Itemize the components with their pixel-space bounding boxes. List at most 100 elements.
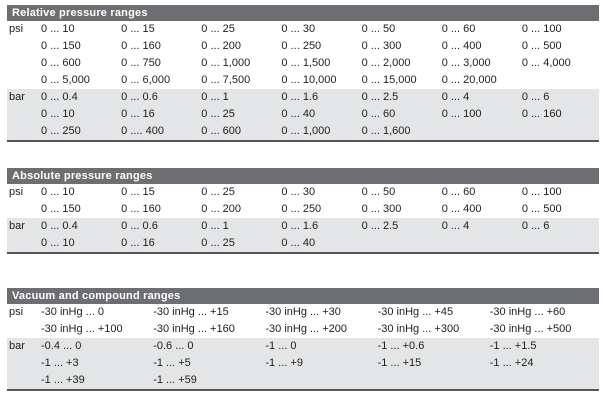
unit-label: psi xyxy=(9,23,24,35)
range-cell: 0 ... 1 xyxy=(198,89,279,106)
range-row: -30 inHg ... +100 -30 inHg ... +160 -30 in… xyxy=(7,321,599,338)
range-cell: 0 ... 7,500 xyxy=(201,74,251,86)
range-row: 0 ... 250 0 .... 400 0 ... 600 0 ... 1,000 0… xyxy=(7,123,599,140)
range-cell: 0 ... 10 xyxy=(41,186,75,198)
range-cell: 0 ... 6 xyxy=(518,218,599,235)
range-cell: -1 ... +9 xyxy=(262,355,375,372)
range-row: 0 ... 150 0 ... 160 0 ... 200 0 ... 250 0 ..… xyxy=(7,201,599,218)
relative-pressure-table: psi 0 ... 10 0 ... 15 0 ... 25 0 ... 30 0 ...… xyxy=(7,21,599,140)
range-cell: 0 ... 0.6 xyxy=(118,218,199,235)
range-cell: 0 ... 600 xyxy=(41,57,81,69)
range-cell: 0 ... 0.6 xyxy=(118,89,199,106)
range-cell: 0 ... 5,000 xyxy=(41,74,90,86)
range-cell: 0 ... 100 xyxy=(521,186,562,198)
datasheet-page: Relative pressure ranges psi 0 ... 10 0 ..… xyxy=(7,5,599,391)
range-row: psi -30 inHg ... 0 -30 inHg ... +15 -30 inH… xyxy=(7,304,599,321)
range-cell: 0 ... 20,000 xyxy=(441,74,497,86)
range-cell: 0 ... 1,000 xyxy=(201,57,251,69)
range-cell: 0 ... 10 xyxy=(41,23,75,35)
unit-label xyxy=(7,55,38,72)
absolute-pressure-table: psi 0 ... 10 0 ... 15 0 ... 25 0 ... 30 0 ...… xyxy=(7,184,599,252)
range-cell: 0 ... 750 xyxy=(121,57,161,69)
range-cell: 0 ... 1.6 xyxy=(278,218,359,235)
range-cell: -30 inHg ... +300 xyxy=(377,323,460,335)
range-cell: 0 ... 30 xyxy=(281,186,316,198)
range-cell: -0.6 ... 0 xyxy=(150,338,263,355)
range-cell: -1 ... +24 xyxy=(486,355,599,372)
range-cell: 0 ... 400 xyxy=(441,203,482,215)
range-row: psi 0 ... 10 0 ... 15 0 ... 25 0 ... 30 0 ...… xyxy=(7,21,599,38)
range-cell xyxy=(518,235,599,252)
range-row: -1 ... +39 -1 ... +59 xyxy=(7,372,599,389)
unit-label xyxy=(7,201,38,218)
unit-label xyxy=(7,355,38,372)
range-cell: 0 ... 200 xyxy=(201,40,242,52)
range-cell: 0 ... 150 xyxy=(41,40,81,52)
range-cell: 0 ... 400 xyxy=(441,40,482,52)
range-cell: 0 ... 30 xyxy=(281,23,316,35)
section-title: Relative pressure ranges xyxy=(12,7,148,19)
range-cell: -1 ... +15 xyxy=(374,355,487,372)
range-cell: 0 ... 4,000 xyxy=(521,57,571,69)
unit-label xyxy=(7,321,38,338)
range-cell: 0 ... 250 xyxy=(38,123,119,140)
range-cell: -30 inHg ... +30 xyxy=(265,306,341,318)
range-cell: 0 ... 25 xyxy=(201,23,235,35)
unit-label: psi xyxy=(9,306,24,318)
range-cell: 0 ... 100 xyxy=(521,23,562,35)
range-cell: 0 ... 15,000 xyxy=(361,74,417,86)
range-row: bar -0.4 ... 0 -0.6 ... 0 -1 ... 0 -1 ... +0… xyxy=(7,338,599,355)
range-cell: -30 inHg ... +60 xyxy=(489,306,566,318)
range-cell: -30 inHg ... +500 xyxy=(489,323,572,335)
range-cell: 0 ... 10 xyxy=(38,106,119,123)
range-cell: -1 ... +5 xyxy=(150,355,263,372)
range-cell: -30 inHg ... +200 xyxy=(265,323,348,335)
range-cell xyxy=(262,372,375,389)
range-cell: 0 .... 400 xyxy=(118,123,199,140)
range-cell xyxy=(518,123,599,140)
range-cell: 0 ... 2.5 xyxy=(358,89,439,106)
range-cell: 0 ... 100 xyxy=(438,106,519,123)
range-cell: 0 ... 4 xyxy=(438,89,519,106)
range-cell xyxy=(374,372,487,389)
unit-label xyxy=(7,72,38,89)
section-relative-pressure-ranges: Relative pressure ranges psi 0 ... 10 0 ..… xyxy=(7,5,599,142)
range-cell: 0 ... 300 xyxy=(361,40,402,52)
range-cell: 0 ... 50 xyxy=(361,23,396,35)
range-cell: -1 ... +59 xyxy=(150,372,263,389)
range-cell xyxy=(486,372,599,389)
range-cell: 0 ... 1.6 xyxy=(278,89,359,106)
range-cell: 0 ... 150 xyxy=(41,203,81,215)
range-cell: -1 ... +0.6 xyxy=(374,338,487,355)
range-cell: 0 ... 0.4 xyxy=(38,89,119,106)
range-cell: 0 ... 60 xyxy=(358,106,439,123)
range-cell: 0 ... 6 xyxy=(518,89,599,106)
vacuum-compound-table: psi -30 inHg ... 0 -30 inHg ... +15 -30 inH… xyxy=(7,304,599,389)
unit-label: bar xyxy=(7,89,38,106)
range-row: 0 ... 150 0 ... 160 0 ... 200 0 ... 250 0 ..… xyxy=(7,38,599,55)
range-cell: 0 ... 4 xyxy=(438,218,519,235)
range-cell: 0 ... 1,600 xyxy=(358,123,439,140)
range-cell: 0 ... 300 xyxy=(361,203,402,215)
section-title: Absolute pressure ranges xyxy=(12,170,153,182)
section-absolute-pressure-ranges: Absolute pressure ranges psi 0 ... 10 0 ..… xyxy=(7,168,599,254)
range-cell: -30 inHg ... +45 xyxy=(377,306,454,318)
range-cell: 0 ... 10,000 xyxy=(281,74,337,86)
range-cell xyxy=(438,235,519,252)
range-cell: 0 ... 250 xyxy=(281,203,322,215)
unit-label xyxy=(7,372,38,389)
range-cell: 0 ... 15 xyxy=(121,23,155,35)
range-cell: 0 ... 10 xyxy=(38,235,119,252)
unit-label xyxy=(7,123,38,140)
unit-label: psi xyxy=(9,186,24,198)
range-cell: 0 ... 200 xyxy=(201,203,242,215)
range-cell xyxy=(358,235,439,252)
range-cell xyxy=(438,123,519,140)
range-row: 0 ... 5,000 0 ... 6,000 0 ... 7,500 0 ... 1… xyxy=(7,72,599,89)
range-cell: 0 ... 16 xyxy=(118,106,199,123)
range-row: 0 ... 10 0 ... 16 0 ... 25 0 ... 40 0 ... 60… xyxy=(7,106,599,123)
unit-label: bar xyxy=(7,338,38,355)
range-cell: 0 ... 15 xyxy=(121,186,155,198)
range-cell: -30 inHg ... +160 xyxy=(153,323,235,335)
